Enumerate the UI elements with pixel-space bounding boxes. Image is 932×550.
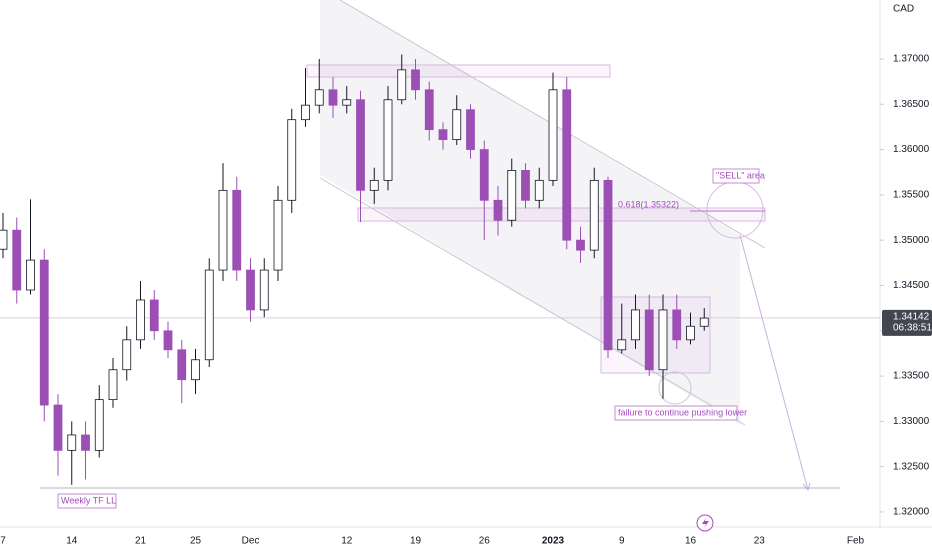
candle-body bbox=[301, 104, 310, 121]
x-tick-label: Dec bbox=[242, 536, 260, 547]
candle-body bbox=[507, 170, 517, 221]
resistance-box bbox=[306, 64, 611, 78]
candle-body bbox=[0, 229, 8, 250]
candle-body bbox=[493, 199, 503, 221]
sell-label-box bbox=[712, 168, 760, 184]
candle-body bbox=[191, 359, 200, 381]
candle-body bbox=[589, 179, 599, 251]
currency: CAD bbox=[893, 4, 914, 15]
projection-arrow bbox=[739, 234, 809, 491]
candle-body bbox=[424, 89, 434, 131]
candle-body bbox=[479, 149, 489, 201]
x-tick-label: 23 bbox=[754, 536, 766, 547]
candle-body bbox=[177, 349, 187, 381]
candle-body bbox=[149, 299, 159, 332]
candle-body bbox=[39, 259, 49, 406]
candle-body bbox=[562, 89, 572, 241]
y-tick-label: 1.34500 bbox=[893, 280, 930, 291]
y-tick-label: 1.33500 bbox=[893, 371, 930, 382]
y-tick-label: 1.36000 bbox=[893, 144, 930, 155]
x-tick-label: 26 bbox=[479, 536, 491, 547]
candle-body bbox=[686, 325, 695, 341]
x-tick-label: 7 bbox=[0, 536, 6, 547]
candle-body bbox=[232, 189, 242, 271]
candle-body bbox=[548, 89, 558, 181]
y-tick-label: 1.37000 bbox=[893, 54, 930, 65]
candle-body bbox=[328, 89, 338, 106]
failure-label-box bbox=[614, 405, 738, 421]
candle-body bbox=[94, 399, 104, 451]
sell-label: "SELL" area bbox=[716, 170, 765, 180]
y-tick-label: 1.32000 bbox=[893, 507, 930, 518]
candle-body bbox=[246, 269, 255, 311]
y-tick-label: 1.33000 bbox=[893, 416, 930, 427]
candle-body bbox=[576, 239, 585, 251]
candle-body bbox=[204, 269, 214, 361]
candle-body bbox=[397, 69, 407, 101]
candle-body bbox=[699, 317, 709, 327]
x-tick-label: 19 bbox=[410, 536, 422, 547]
x-tick-label: 2023 bbox=[542, 536, 565, 547]
candle-body bbox=[53, 404, 63, 451]
last-price-tag bbox=[882, 309, 932, 336]
y-tick-label: 1.32500 bbox=[893, 461, 930, 472]
fib-label: 0.618(1.35322) bbox=[618, 199, 679, 209]
arrow-head bbox=[802, 482, 811, 492]
candle-body bbox=[356, 99, 365, 191]
candle-body bbox=[521, 170, 530, 201]
candle-body bbox=[383, 99, 393, 181]
candle-body bbox=[67, 434, 77, 451]
channel-bottom bbox=[319, 177, 746, 426]
candle-body bbox=[218, 189, 228, 271]
candle-body bbox=[631, 309, 640, 341]
candle-body bbox=[466, 109, 475, 150]
x-tick-label: 21 bbox=[135, 536, 147, 547]
fib-box bbox=[357, 207, 766, 222]
candle-body bbox=[259, 269, 269, 311]
candle-body bbox=[644, 309, 654, 371]
countdown: 06:38:51 bbox=[893, 323, 932, 334]
candle-body bbox=[617, 339, 627, 351]
candle-body bbox=[438, 129, 448, 141]
candle-body bbox=[12, 229, 22, 291]
candle-body bbox=[314, 89, 324, 106]
candle-body bbox=[534, 179, 544, 201]
y-tick-label: 1.35500 bbox=[893, 190, 930, 201]
candle-body bbox=[81, 434, 90, 451]
x-tick-label: 14 bbox=[66, 536, 78, 547]
candle-body bbox=[273, 199, 283, 271]
y-tick-label: 1.36500 bbox=[893, 99, 930, 110]
candle-body bbox=[122, 339, 132, 371]
candle-body bbox=[603, 179, 613, 351]
candle-body bbox=[342, 99, 352, 106]
last-price-label: 1.34142 bbox=[893, 312, 930, 323]
candle-body bbox=[658, 309, 668, 371]
weekly-ll-label-box bbox=[57, 493, 117, 509]
failure-circle bbox=[658, 371, 692, 405]
candle-body bbox=[163, 330, 173, 351]
y-tick-label: 1.35000 bbox=[893, 235, 930, 246]
x-tick-label: 16 bbox=[685, 536, 697, 547]
alert-bolt bbox=[702, 518, 709, 528]
candle-body bbox=[26, 259, 35, 291]
candle-body bbox=[136, 299, 145, 341]
x-tick-label: 25 bbox=[190, 536, 202, 547]
candle-body bbox=[108, 369, 118, 401]
x-tick-label: 12 bbox=[341, 536, 353, 547]
candle-body bbox=[452, 109, 462, 141]
x-tick-label: Feb bbox=[847, 536, 865, 547]
weekly-ll-label: Weekly TF LL bbox=[61, 495, 116, 505]
candle-body bbox=[411, 69, 420, 91]
candle-body bbox=[672, 309, 682, 341]
candle-body bbox=[287, 119, 297, 201]
x-tick-label: 9 bbox=[619, 536, 625, 547]
failure-label: failure to continue pushing lower bbox=[618, 407, 747, 417]
candle-body bbox=[369, 179, 379, 191]
